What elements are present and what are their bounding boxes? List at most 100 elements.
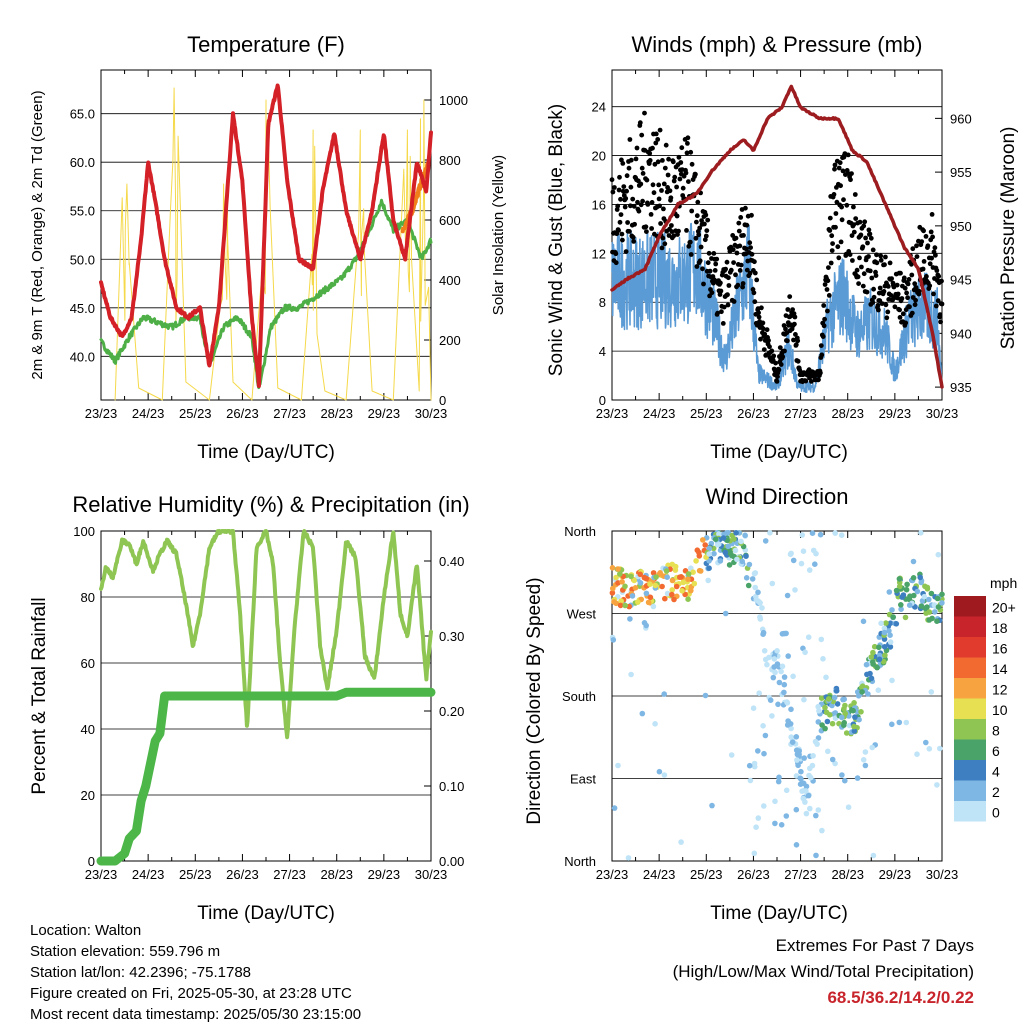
gust-point xyxy=(822,282,828,287)
direction-point xyxy=(746,561,753,568)
gust-point xyxy=(921,259,927,264)
gust-point xyxy=(667,188,673,194)
direction-point xyxy=(752,584,758,591)
gust-point xyxy=(791,337,796,343)
y-tick-label-right: 0.40 xyxy=(439,554,464,569)
gust-point xyxy=(888,293,894,298)
direction-point xyxy=(783,787,790,794)
speed-legend: mph 20+ 18 16 14 12 10 8 6 4 2 0 xyxy=(954,575,1017,822)
direction-point xyxy=(816,708,822,714)
gust-point xyxy=(853,216,859,222)
gust-point xyxy=(863,235,868,241)
y-tick-label-left: 100 xyxy=(73,524,95,539)
direction-point xyxy=(724,530,730,536)
gust-point xyxy=(938,319,943,325)
gust-point xyxy=(726,275,731,281)
gust-point xyxy=(933,252,938,258)
direction-point xyxy=(761,803,767,809)
direction-point xyxy=(769,580,776,587)
x-tick-label: 23/23 xyxy=(596,406,629,421)
direction-point xyxy=(838,532,845,538)
gust-point xyxy=(909,261,914,267)
gust-point xyxy=(684,150,690,156)
direction-point xyxy=(890,614,896,620)
direction-point xyxy=(886,589,893,595)
gust-point xyxy=(854,267,860,273)
gust-point xyxy=(653,140,659,146)
direction-point xyxy=(876,644,882,651)
gust-point xyxy=(661,181,667,187)
direction-point xyxy=(807,805,813,812)
gust-point xyxy=(680,185,686,191)
gust-point xyxy=(725,292,730,298)
direction-point xyxy=(910,558,917,565)
gust-point xyxy=(660,158,665,163)
gust-point xyxy=(778,362,784,367)
gust-point xyxy=(688,149,694,155)
pressure-series xyxy=(610,84,944,389)
direction-point xyxy=(854,775,861,781)
direction-point xyxy=(664,590,671,597)
legend-swatch xyxy=(954,657,986,678)
gust-point xyxy=(838,239,844,245)
direction-point xyxy=(753,824,759,830)
direction-point xyxy=(722,549,729,556)
direction-point xyxy=(860,757,867,763)
info-elevation: Station elevation: 559.796 m xyxy=(30,943,221,960)
gust-point xyxy=(644,177,650,183)
gust-point xyxy=(783,326,788,332)
direction-point xyxy=(610,585,616,592)
gust-point xyxy=(736,220,742,226)
gust-point xyxy=(662,241,668,247)
direction-point xyxy=(769,713,775,719)
direction-point xyxy=(841,722,847,728)
legend-label: 16 xyxy=(992,640,1008,656)
direction-point xyxy=(798,776,804,782)
gust-point xyxy=(901,275,907,281)
gust-point xyxy=(939,301,945,307)
direction-point xyxy=(776,774,782,781)
gust-point xyxy=(867,268,873,274)
legend-swatch xyxy=(954,596,986,617)
direction-point xyxy=(613,574,619,581)
gust-point xyxy=(663,142,669,148)
gust-point xyxy=(861,271,867,277)
gust-point xyxy=(809,379,814,384)
extremes-title: Extremes For Past 7 Days xyxy=(775,936,974,955)
gust-point xyxy=(870,300,876,305)
gust-point xyxy=(670,159,676,165)
gust-point xyxy=(879,301,885,306)
direction-point xyxy=(934,618,940,624)
gust-point xyxy=(730,247,736,253)
direction-point xyxy=(764,661,770,668)
direction-point xyxy=(923,739,929,746)
gust-point xyxy=(672,174,678,180)
direction-point xyxy=(810,753,816,759)
direction-point xyxy=(690,569,696,575)
gust-point xyxy=(873,273,879,278)
legend-label: 0 xyxy=(992,804,1000,820)
gust-point xyxy=(731,299,737,304)
gust-point xyxy=(626,165,632,171)
direction-point xyxy=(628,671,634,678)
gust-point xyxy=(771,353,777,359)
gust-point xyxy=(851,222,857,228)
gust-point xyxy=(695,199,701,205)
gust-point xyxy=(920,266,926,272)
gust-point xyxy=(833,224,838,230)
gust-point xyxy=(855,274,861,280)
gust-point xyxy=(752,299,758,305)
gust-point xyxy=(674,213,680,219)
direction-point xyxy=(762,538,769,544)
direction-point xyxy=(706,551,712,557)
direction-point xyxy=(618,598,624,604)
gust-point xyxy=(876,307,881,313)
direction-point xyxy=(652,721,658,727)
gust-point xyxy=(889,276,894,281)
gust-point xyxy=(885,284,891,289)
gust-point xyxy=(839,217,845,223)
gust-point xyxy=(760,326,766,332)
direction-point xyxy=(755,589,761,596)
x-tick-label: 27/23 xyxy=(784,867,817,882)
